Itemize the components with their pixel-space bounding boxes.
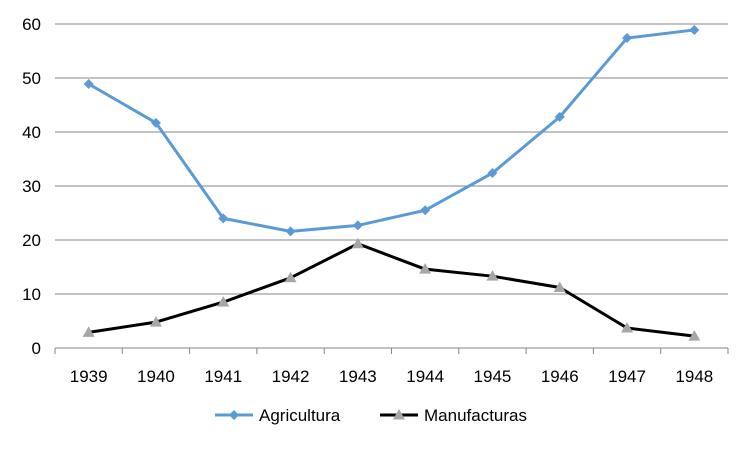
data-point-manufacturas-1944 [419,263,432,274]
data-point-agricultura-1941 [218,213,229,224]
y-tick-label-10: 10 [22,285,41,304]
axes [54,347,729,354]
data-point-manufacturas-1948 [688,330,701,341]
series-layer [82,24,701,341]
x-tick-label-1939: 1939 [70,367,108,386]
data-point-manufacturas-1940 [149,316,162,327]
x-tick-label-1940: 1940 [137,367,175,386]
y-axis-ticks: 0 10 20 30 40 50 60 [22,15,41,358]
y-tick-label-50: 50 [22,69,41,88]
series-line-agricultura [87,28,695,233]
data-point-manufacturas-1939 [82,326,95,337]
data-point-manufacturas-1941 [217,296,230,307]
legend-marker-agricultura [229,410,239,420]
y-tick-label-20: 20 [22,231,41,250]
x-tick-label-1947: 1947 [608,367,646,386]
data-point-agricultura-1940 [150,117,161,128]
data-point-agricultura-1939 [83,78,94,89]
legend-label-agricultura: Agricultura [259,406,341,425]
x-tick-label-1942: 1942 [272,367,310,386]
gridlines [55,23,728,295]
y-tick-label-0: 0 [32,339,41,358]
data-point-agricultura-1943 [352,220,363,231]
y-tick-label-40: 40 [22,123,41,142]
data-point-agricultura-1947 [622,33,633,44]
data-point-agricultura-1946 [554,111,565,122]
legend: Agricultura Manufacturas [215,406,527,425]
x-tick-label-1943: 1943 [339,367,377,386]
x-tick-label-1946: 1946 [541,367,579,386]
legend-marker-manufacturas [393,409,405,420]
x-tick-label-1945: 1945 [474,367,512,386]
data-point-agricultura-1948 [689,24,700,35]
data-point-manufacturas-1943 [351,237,364,249]
data-point-manufacturas-1942 [284,271,297,283]
x-axis-ticks: 1939 1940 1941 1942 1943 1944 1945 1946 1947 1948 [70,367,714,386]
data-point-agricultura-1942 [285,226,296,237]
x-tick-label-1944: 1944 [406,367,444,386]
data-point-manufacturas-1946 [553,281,566,293]
y-tick-label-30: 30 [22,177,41,196]
legend-label-manufacturas: Manufacturas [424,406,527,425]
data-point-manufacturas-1945 [486,270,499,281]
y-tick-label-60: 60 [22,15,41,34]
x-tick-label-1948: 1948 [675,367,713,386]
data-point-agricultura-1945 [487,168,498,179]
series-line-manufacturas [88,242,695,338]
data-point-agricultura-1944 [420,205,431,216]
data-point-manufacturas-1947 [621,322,634,333]
x-tick-label-1941: 1941 [204,367,242,386]
